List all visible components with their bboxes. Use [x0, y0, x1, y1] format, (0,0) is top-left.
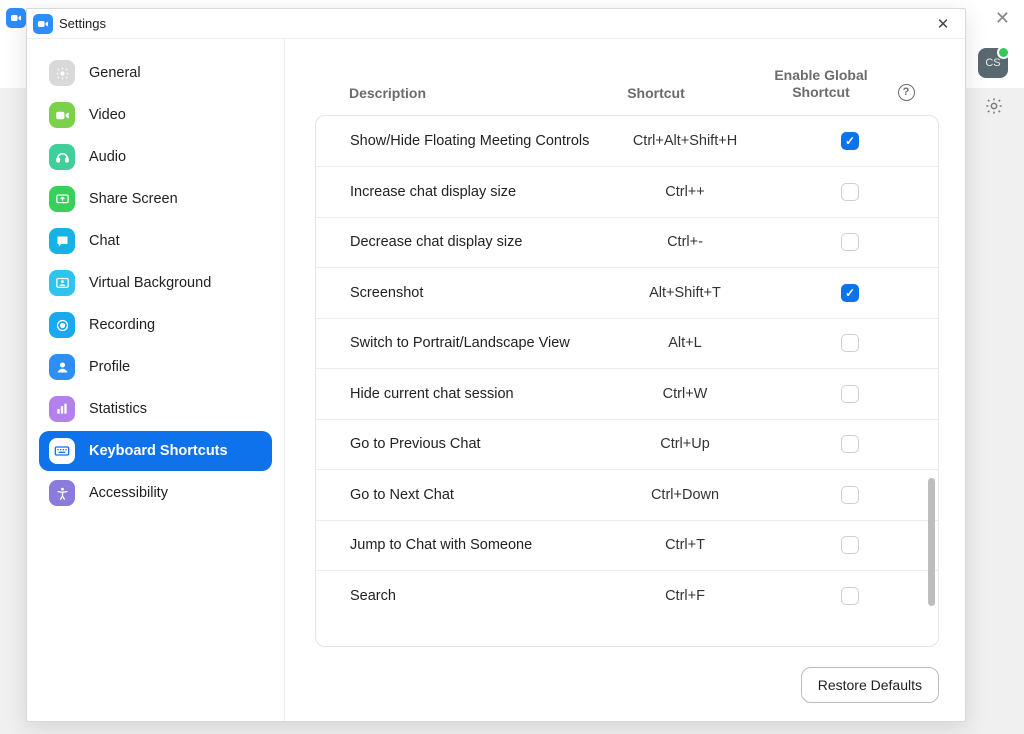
shortcut-keys[interactable]: Alt+L — [590, 335, 780, 351]
shortcut-description: Decrease chat display size — [350, 234, 590, 250]
avatar[interactable]: CS — [978, 48, 1008, 78]
stats-icon — [49, 396, 75, 422]
global-shortcut-checkbox[interactable] — [841, 183, 859, 201]
shortcut-description: Jump to Chat with Someone — [350, 537, 590, 553]
footer: Restore Defaults — [315, 647, 939, 703]
dialog-close-button[interactable]: ✕ — [929, 15, 957, 33]
column-header-description: Description — [349, 85, 561, 101]
shortcut-row[interactable]: Decrease chat display sizeCtrl+- — [316, 217, 938, 268]
shortcut-description: Screenshot — [350, 285, 590, 301]
titlebar: Settings ✕ — [27, 9, 965, 39]
column-header-global-line2: Shortcut — [792, 84, 850, 100]
global-shortcut-checkbox[interactable] — [841, 435, 859, 453]
sidebar-item-chat[interactable]: Chat — [39, 221, 272, 261]
sidebar-item-audio[interactable]: Audio — [39, 137, 272, 177]
global-shortcut-checkbox[interactable] — [841, 284, 859, 302]
shortcut-description: Increase chat display size — [350, 184, 590, 200]
shortcuts-table-header: Description Shortcut Enable Global Short… — [315, 67, 939, 115]
help-icon[interactable]: ? — [898, 84, 915, 101]
column-header-global-line1: Enable Global — [774, 67, 867, 83]
shortcut-description: Hide current chat session — [350, 386, 590, 402]
shortcut-keys[interactable]: Ctrl++ — [590, 184, 780, 200]
shortcut-row[interactable]: Go to Next ChatCtrl+Down — [316, 469, 938, 520]
sidebar-item-share[interactable]: Share Screen — [39, 179, 272, 219]
sidebar-item-video[interactable]: Video — [39, 95, 272, 135]
shortcut-keys[interactable]: Ctrl+Up — [590, 436, 780, 452]
background-close-button[interactable]: ✕ — [995, 8, 1010, 29]
shortcut-description: Switch to Portrait/Landscape View — [350, 335, 590, 351]
audio-icon — [49, 144, 75, 170]
shortcut-keys[interactable]: Ctrl+W — [590, 386, 780, 402]
scrollbar-thumb[interactable] — [928, 478, 935, 606]
settings-dialog: Settings ✕ General Video Audio Share Screen… — [26, 8, 966, 722]
shortcuts-rows[interactable]: Show/Hide Floating Meeting ControlsCtrl+… — [316, 116, 938, 646]
sidebar-item-label: Accessibility — [89, 485, 168, 501]
sidebar-item-recording[interactable]: Recording — [39, 305, 272, 345]
shortcut-keys[interactable]: Ctrl+Alt+Shift+H — [590, 133, 780, 149]
shortcuts-icon — [49, 438, 75, 464]
sidebar-item-label: General — [89, 65, 141, 81]
sidebar-item-stats[interactable]: Statistics — [39, 389, 272, 429]
shortcut-description: Go to Next Chat — [350, 487, 590, 503]
sidebar-item-profile[interactable]: Profile — [39, 347, 272, 387]
sidebar-item-label: Chat — [89, 233, 120, 249]
shortcut-row[interactable]: Switch to Portrait/Landscape ViewAlt+L — [316, 318, 938, 369]
column-header-global: Enable Global Shortcut — [751, 67, 891, 101]
settings-content: Description Shortcut Enable Global Short… — [285, 39, 965, 721]
help-icon-wrap: ? — [891, 84, 921, 101]
sidebar-item-vbg[interactable]: Virtual Background — [39, 263, 272, 303]
shortcut-description: Show/Hide Floating Meeting Controls — [350, 133, 590, 149]
shortcut-keys[interactable]: Ctrl+F — [590, 588, 780, 604]
background-settings-icon[interactable] — [984, 96, 1004, 121]
general-icon — [49, 60, 75, 86]
sidebar-item-label: Video — [89, 107, 126, 123]
chat-icon — [49, 228, 75, 254]
sidebar-item-label: Profile — [89, 359, 130, 375]
shortcut-keys[interactable]: Ctrl+- — [590, 234, 780, 250]
global-shortcut-checkbox[interactable] — [841, 334, 859, 352]
sidebar-item-label: Statistics — [89, 401, 147, 417]
global-shortcut-checkbox[interactable] — [841, 132, 859, 150]
shortcut-keys[interactable]: Ctrl+T — [590, 537, 780, 553]
shortcut-keys[interactable]: Ctrl+Down — [590, 487, 780, 503]
restore-defaults-button[interactable]: Restore Defaults — [801, 667, 939, 703]
sidebar-item-general[interactable]: General — [39, 53, 272, 93]
shortcuts-table: Show/Hide Floating Meeting ControlsCtrl+… — [315, 115, 939, 647]
shortcut-row[interactable]: Jump to Chat with SomeoneCtrl+T — [316, 520, 938, 571]
shortcut-row[interactable]: Increase chat display sizeCtrl++ — [316, 166, 938, 217]
shortcut-row[interactable]: ScreenshotAlt+Shift+T — [316, 267, 938, 318]
shortcut-row[interactable]: Hide current chat sessionCtrl+W — [316, 368, 938, 419]
column-header-shortcut: Shortcut — [561, 85, 751, 101]
profile-icon — [49, 354, 75, 380]
dialog-app-icon — [33, 14, 53, 34]
sidebar-item-label: Recording — [89, 317, 155, 333]
global-shortcut-checkbox[interactable] — [841, 233, 859, 251]
sidebar-item-a11y[interactable]: Accessibility — [39, 473, 272, 513]
shortcut-row[interactable]: Show/Hide Floating Meeting ControlsCtrl+… — [316, 116, 938, 167]
sidebar-item-label: Share Screen — [89, 191, 178, 207]
shortcut-description: Go to Previous Chat — [350, 436, 590, 452]
sidebar-item-label: Audio — [89, 149, 126, 165]
shortcut-description: Search — [350, 588, 590, 604]
recording-icon — [49, 312, 75, 338]
global-shortcut-checkbox[interactable] — [841, 385, 859, 403]
settings-sidebar: General Video Audio Share Screen Chat Virtual… — [27, 39, 285, 721]
dialog-title: Settings — [59, 16, 106, 31]
sidebar-item-label: Virtual Background — [89, 275, 211, 291]
shortcut-row[interactable]: Go to Previous ChatCtrl+Up — [316, 419, 938, 470]
share-icon — [49, 186, 75, 212]
sidebar-item-shortcuts[interactable]: Keyboard Shortcuts — [39, 431, 272, 471]
video-icon — [49, 102, 75, 128]
shortcut-keys[interactable]: Alt+Shift+T — [590, 285, 780, 301]
a11y-icon — [49, 480, 75, 506]
global-shortcut-checkbox[interactable] — [841, 587, 859, 605]
shortcut-row[interactable]: SearchCtrl+F — [316, 570, 938, 621]
global-shortcut-checkbox[interactable] — [841, 536, 859, 554]
zoom-app-icon — [6, 8, 26, 28]
vbg-icon — [49, 270, 75, 296]
global-shortcut-checkbox[interactable] — [841, 486, 859, 504]
sidebar-item-label: Keyboard Shortcuts — [89, 443, 228, 459]
